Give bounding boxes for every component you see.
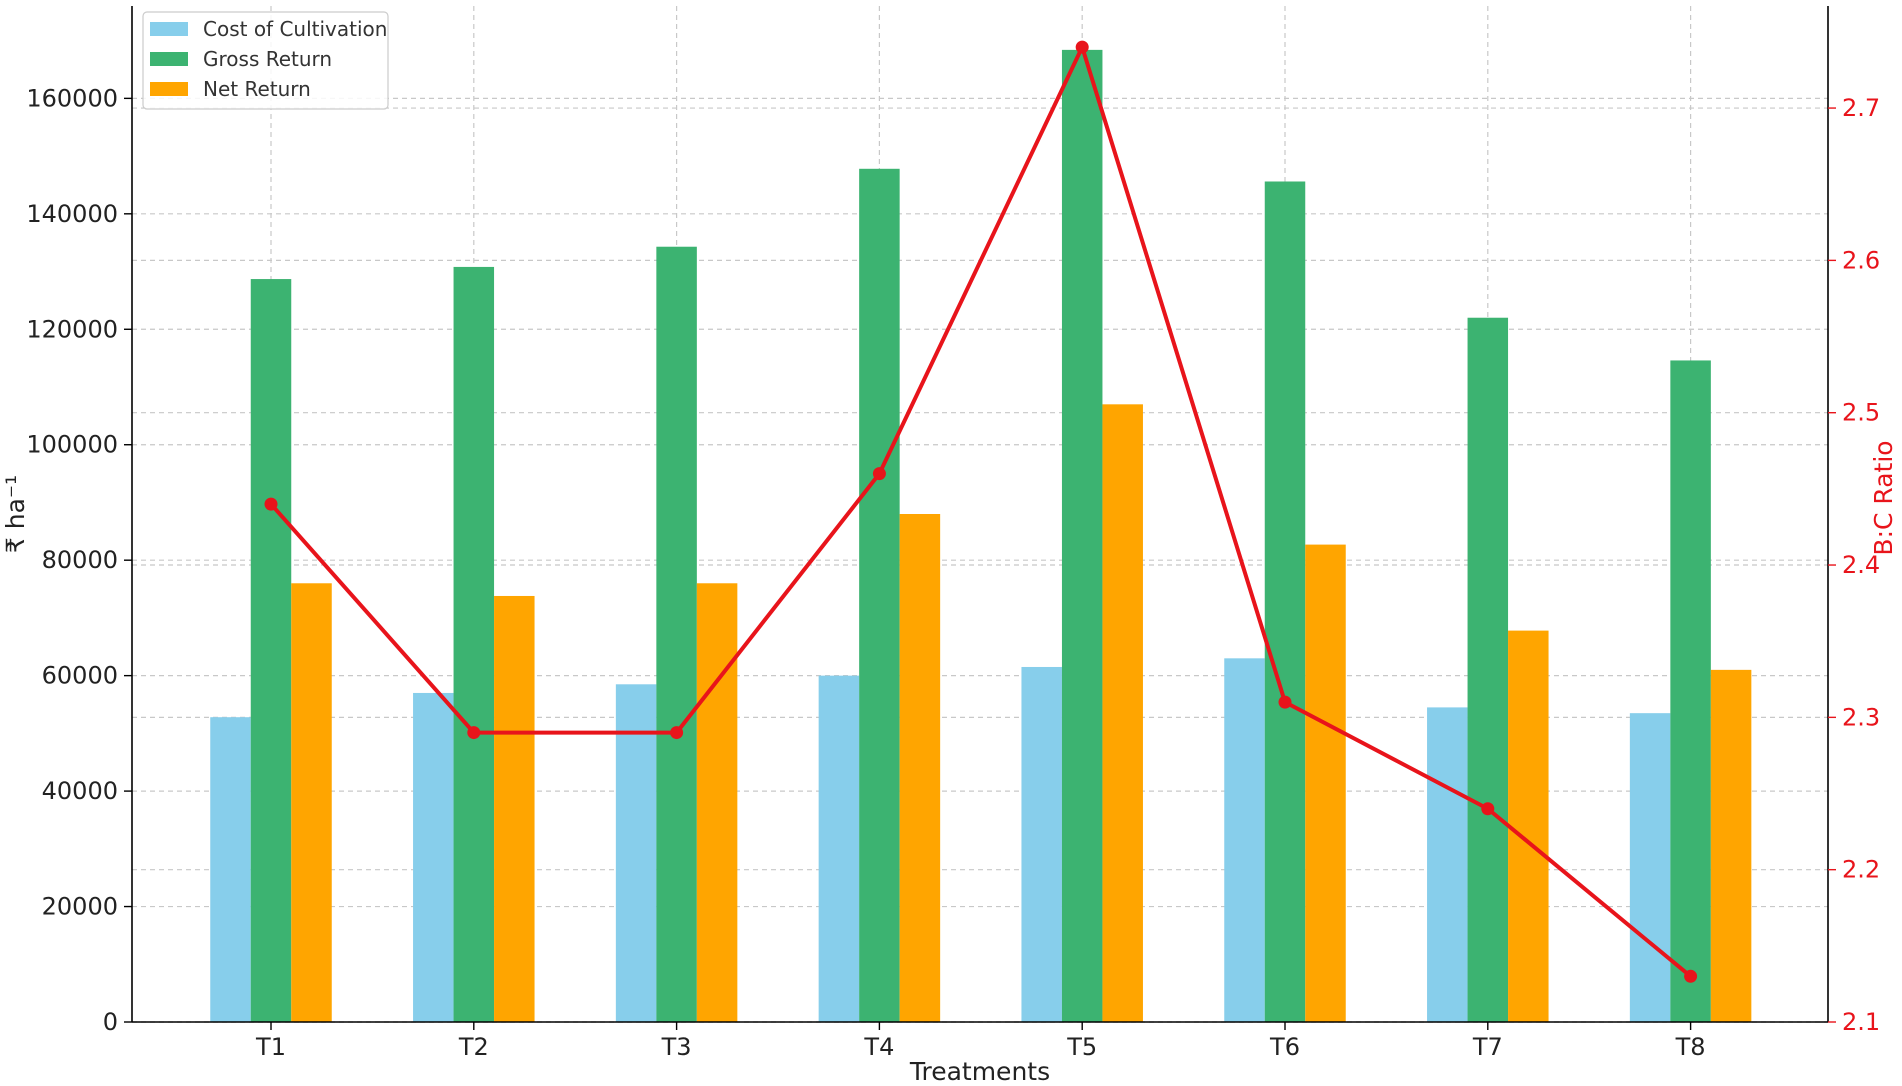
bar-cost-of-cultivation: [1427, 707, 1468, 1022]
y2-tick-label: 2.6: [1842, 246, 1880, 274]
x-tick-label: T6: [1269, 1033, 1300, 1061]
bar-cost-of-cultivation: [1224, 658, 1265, 1022]
y-tick-label: 60000: [42, 662, 118, 690]
x-tick-label: T1: [255, 1033, 286, 1061]
bar-net-return: [1102, 404, 1143, 1022]
y-tick-label: 120000: [26, 315, 118, 343]
y2-tick-label: 2.7: [1842, 94, 1880, 122]
y2-tick-label: 2.4: [1842, 551, 1880, 579]
bar-gross-return: [250, 279, 292, 1022]
x-tick-label: T3: [661, 1033, 692, 1061]
bc-ratio-point: [1684, 969, 1698, 983]
bc-ratio-point: [264, 497, 278, 511]
legend-box: [142, 11, 389, 110]
legend-label: Cost of Cultivation: [203, 17, 387, 41]
legend-swatch: [150, 52, 188, 66]
bc-ratio-point: [1481, 802, 1495, 816]
bar-net-return: [1710, 669, 1752, 1022]
y-tick-label: 40000: [42, 777, 118, 805]
bc-ratio-point: [670, 726, 684, 740]
legend: Cost of Cultivation Gross Return Net Retur…: [142, 11, 389, 110]
y2-tick-label: 2.2: [1842, 856, 1880, 884]
bar-net-return: [494, 595, 535, 1022]
legend-label: Gross Return: [203, 47, 332, 71]
x-axis-title: Treatments: [909, 1057, 1050, 1086]
legend-label: Net Return: [203, 77, 311, 101]
y-tick-label: 80000: [42, 546, 118, 574]
bc-ratio-point: [1075, 40, 1089, 54]
axes: 0 20000 40000 60000 80000 100000 120000 140000 1…: [26, 6, 1880, 1061]
y-tick-label: 100000: [26, 431, 118, 459]
bar-gross-return: [453, 266, 495, 1023]
bar-cost-of-cultivation: [210, 717, 251, 1022]
x-tick-label: T8: [1675, 1033, 1706, 1061]
grid: [132, 6, 1828, 1023]
bar-gross-return: [1061, 49, 1103, 1022]
bc-ratio-point: [872, 467, 886, 481]
y2-tick-label: 2.3: [1842, 703, 1880, 731]
y2-axis-title: B:C Ratio: [1869, 440, 1898, 555]
bars: [210, 49, 1752, 1023]
x-tick-label: T2: [458, 1033, 489, 1061]
bar-net-return: [1305, 544, 1346, 1022]
x-tick-label: T4: [863, 1033, 894, 1061]
bar-cost-of-cultivation: [1021, 666, 1062, 1022]
bar-net-return: [899, 514, 941, 1022]
legend-swatch: [150, 22, 188, 36]
legend-swatch: [150, 82, 188, 96]
bc-ratio-point: [1278, 695, 1292, 709]
y2-tick-label: 2.1: [1842, 1008, 1880, 1036]
y-tick-label: 0: [103, 1008, 118, 1036]
bar-cost-of-cultivation: [413, 692, 454, 1022]
bc-ratio-point: [467, 726, 481, 740]
y-tick-label: 140000: [26, 200, 118, 228]
bar-gross-return: [656, 246, 697, 1023]
bar-net-return: [696, 583, 738, 1022]
bar-cost-of-cultivation: [1629, 713, 1671, 1022]
bar-cost-of-cultivation: [818, 675, 860, 1022]
bar-net-return: [291, 583, 332, 1022]
bar-gross-return: [1670, 360, 1711, 1023]
y-tick-label: 20000: [42, 893, 118, 921]
bc-ratio-line: [264, 40, 1698, 983]
x-tick-label: T7: [1472, 1033, 1503, 1061]
bc-ratio-polyline: [269, 45, 1692, 978]
y2-tick-label: 2.5: [1842, 399, 1880, 427]
y-tick-label: 160000: [26, 84, 118, 112]
bar-gross-return: [859, 168, 900, 1023]
bar-net-return: [1508, 630, 1549, 1022]
y-axis-title: ₹ ha⁻¹: [1, 475, 30, 553]
bar-gross-return: [1467, 317, 1509, 1022]
bar-gross-return: [1264, 181, 1306, 1022]
x-tick-label: T5: [1066, 1033, 1097, 1061]
bar-cost-of-cultivation: [615, 684, 657, 1022]
